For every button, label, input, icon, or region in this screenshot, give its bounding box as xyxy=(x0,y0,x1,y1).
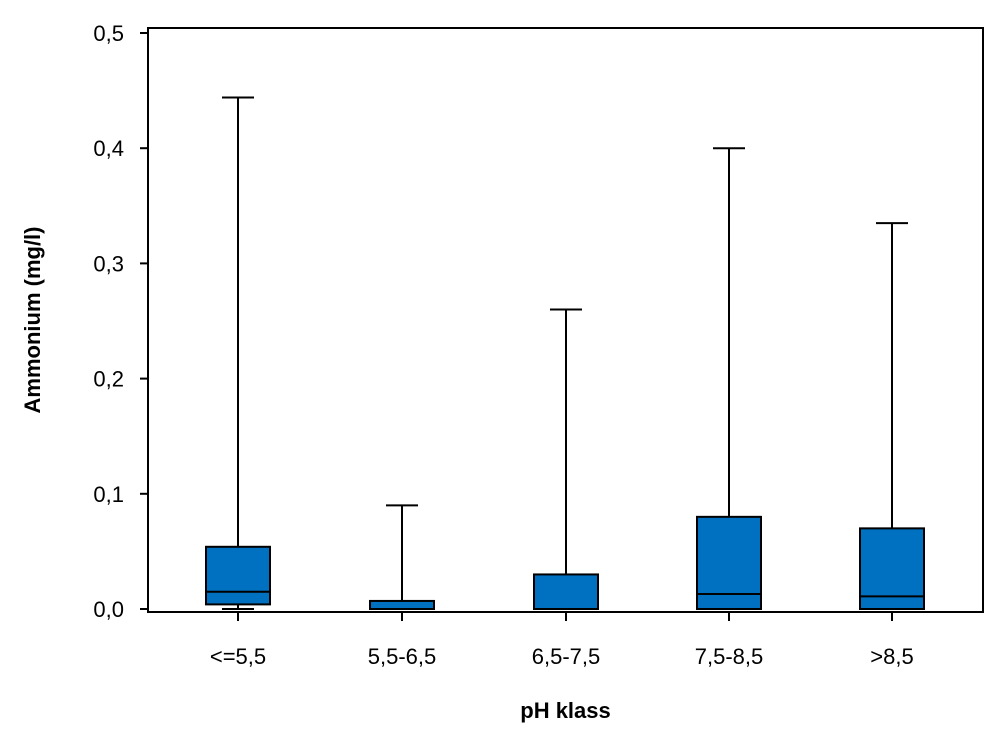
y-tick-label: 0,2 xyxy=(93,367,124,392)
y-tick-label: 0,5 xyxy=(93,21,124,46)
y-tick-label: 0,3 xyxy=(93,251,124,276)
box-group xyxy=(859,222,925,610)
x-tick-label: 5,5-6,5 xyxy=(368,644,437,669)
x-axis: <=5,5 5,5-6,5 6,5-7,5 7,5-8,5 >8,5 xyxy=(210,612,914,669)
x-tick-label: >8,5 xyxy=(870,644,913,669)
y-tick-label: 0,4 xyxy=(93,136,124,161)
y-axis-title: Ammonium (mg/l) xyxy=(20,227,45,414)
box-iqr xyxy=(533,573,599,611)
box-group xyxy=(533,308,599,611)
x-tick-label: <=5,5 xyxy=(210,644,266,669)
box-group xyxy=(205,96,271,610)
y-tick-label: 0,1 xyxy=(93,482,124,507)
x-tick-label: 7,5-8,5 xyxy=(695,644,764,669)
box-iqr xyxy=(205,545,271,606)
y-tick-label: 0,0 xyxy=(93,597,124,622)
box-iqr xyxy=(696,515,762,611)
chart-marks xyxy=(205,96,925,611)
box-group xyxy=(696,147,762,611)
x-tick-label: 6,5-7,5 xyxy=(532,644,601,669)
box-iqr xyxy=(369,599,435,610)
x-axis-title: pH klass xyxy=(520,698,611,723)
box-group xyxy=(369,504,435,610)
y-axis: 0,0 0,1 0,2 0,3 0,4 0,5 xyxy=(93,21,148,622)
